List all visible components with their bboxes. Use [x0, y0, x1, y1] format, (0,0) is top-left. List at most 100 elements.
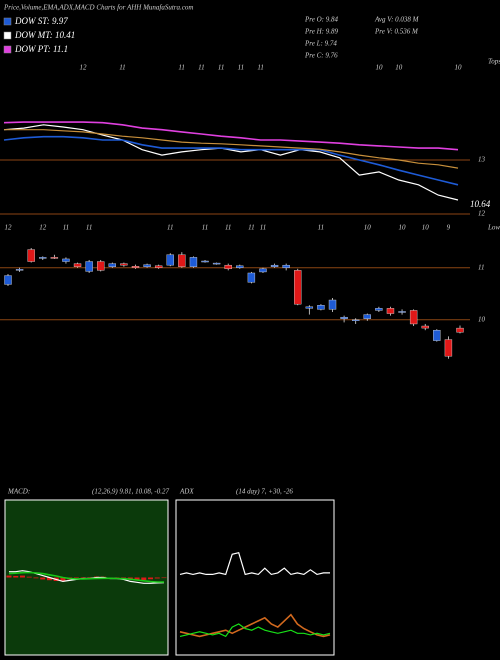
candle-body	[398, 311, 406, 313]
candle-body	[178, 254, 186, 267]
candle-body	[120, 263, 128, 266]
panel-title: ADX	[179, 488, 194, 496]
candle-body	[456, 327, 464, 333]
x-tick-label: 12	[39, 224, 47, 232]
x-tick-label: 10	[455, 64, 463, 72]
legend-label: DOW ST: 9.97	[14, 16, 68, 26]
candle-body	[131, 266, 140, 268]
x-tick-label: 11	[318, 224, 324, 232]
candle-body	[363, 314, 371, 319]
candle-body	[143, 264, 151, 267]
histogram-bar	[134, 577, 140, 580]
x-tick-label: 11	[248, 224, 254, 232]
x-tick-label: 11	[86, 224, 92, 232]
candle-body	[294, 270, 302, 305]
histogram-bar	[19, 575, 25, 578]
x-tick-label: 11	[63, 224, 69, 232]
candle-body	[4, 275, 12, 285]
candle-body	[351, 319, 360, 321]
candle-body	[39, 257, 47, 259]
legend-swatch	[3, 45, 12, 54]
candle-body	[154, 265, 163, 268]
x-tick-label: 11	[218, 64, 224, 72]
candle-body	[97, 261, 105, 271]
x-tick-label: 10	[364, 224, 372, 232]
histogram-bar	[13, 575, 19, 578]
histogram-bar	[141, 577, 147, 581]
candle-body	[224, 264, 232, 270]
y-tick-label: 11	[478, 263, 484, 271]
series-line	[179, 551, 330, 576]
series-line	[4, 129, 459, 169]
candle-body	[433, 329, 441, 341]
x-tick-label: 11	[178, 64, 184, 72]
y-tick-label: 13	[478, 156, 486, 164]
info-text: Pre C: 9.76	[304, 52, 338, 60]
candle-body	[444, 339, 453, 357]
x-tick-label: 11	[198, 64, 204, 72]
histogram-bar	[148, 577, 154, 580]
panel-subtitle: (14 day) 7, +30, -26	[236, 488, 293, 496]
candle-body	[386, 308, 395, 314]
x-tick-label: 10	[395, 64, 403, 72]
candle-body	[85, 261, 93, 272]
x-tick-label: 11	[202, 224, 208, 232]
x-tick-label: 11	[257, 64, 263, 72]
legend-label: DOW MT: 10.41	[14, 30, 75, 40]
histogram-bar	[80, 577, 86, 578]
page-title: Price,Volume,EMA,ADX,MACD Charts for AHH…	[3, 4, 193, 12]
candle-body	[201, 260, 209, 263]
annotation: 10.64	[470, 199, 491, 209]
candle-body	[305, 306, 314, 309]
x-tick-label: 11	[225, 224, 231, 232]
series-line	[179, 613, 331, 638]
info-text: Avg V: 0.038 M	[374, 16, 420, 24]
candle-body	[62, 258, 70, 262]
candle-body	[50, 257, 59, 259]
histogram-bar	[40, 577, 46, 580]
histogram-bar	[6, 575, 12, 578]
candle-body	[236, 265, 244, 268]
x-tick-label: 11	[238, 64, 244, 72]
candle-body	[317, 305, 325, 310]
x-tick-label: 12	[79, 64, 87, 72]
candle-body	[189, 257, 198, 267]
candle-body	[166, 254, 174, 266]
info-text: Pre V: 0.536 M	[374, 28, 419, 36]
histogram-bar	[154, 577, 160, 579]
info-text: Pre O: 9.84	[304, 16, 338, 24]
series-line	[3, 135, 459, 186]
series-line	[3, 121, 459, 151]
series-line	[179, 623, 331, 638]
legend-label: DOW PT: 11.1	[14, 44, 68, 54]
x-tick-label: 11	[260, 224, 266, 232]
candle-body	[340, 316, 348, 319]
x-tick-label: 10	[422, 224, 430, 232]
annotation: Tops	[488, 58, 500, 66]
legend-swatch	[3, 31, 12, 40]
candle-body	[212, 262, 221, 265]
legend-swatch	[3, 17, 12, 26]
annotation: Lows	[487, 224, 500, 232]
panel-frame	[4, 499, 169, 656]
x-tick-label: 11	[119, 64, 125, 72]
panel-subtitle: (12,26,9) 9.81, 10.08, -0.27	[92, 488, 169, 496]
x-tick-label: 9	[447, 224, 451, 232]
candle-body	[421, 325, 429, 329]
histogram-bar	[33, 577, 39, 579]
candle-body	[259, 268, 267, 273]
candle-body	[375, 308, 383, 311]
panel-title: MACD:	[7, 488, 30, 496]
info-text: Pre H: 9.89	[304, 28, 338, 36]
candle-body	[270, 264, 279, 267]
histogram-bar	[26, 576, 32, 578]
candle-body	[282, 264, 290, 268]
histogram-bar	[87, 577, 93, 578]
y-tick-label: 12	[478, 210, 486, 218]
candle-body	[247, 272, 256, 283]
series-line	[8, 571, 165, 583]
candle-body	[108, 263, 117, 267]
x-tick-label: 12	[5, 224, 13, 232]
